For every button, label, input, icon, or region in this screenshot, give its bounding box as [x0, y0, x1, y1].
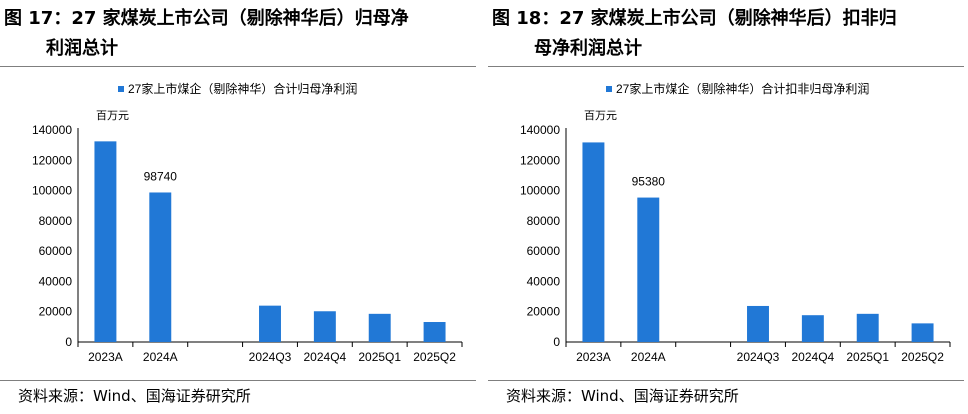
- figure-title-line1: 图 17：27 家煤炭上市公司（剔除神华后）归母净: [4, 8, 409, 29]
- legend-label: 27家上市煤企（剔除神华）合计归母净利润: [128, 81, 357, 96]
- y-tick-label: 60000: [39, 244, 73, 258]
- y-tick-label: 20000: [527, 305, 561, 319]
- figure-title-line2: 利润总计: [46, 38, 118, 59]
- x-tick-label: 2024A: [631, 350, 666, 364]
- figure-18: 图 18：27 家煤炭上市公司（剔除神华后）扣非归 母净利润总计 27家上市煤企…: [488, 0, 968, 414]
- figure-17: 图 17：27 家煤炭上市公司（剔除神华后）归母净 利润总计 27家上市煤企（剔…: [0, 0, 480, 414]
- data-label: 98740: [144, 169, 178, 183]
- y-tick-label: 100000: [520, 184, 560, 198]
- y-tick-label: 80000: [527, 214, 561, 228]
- figure-title-line1: 图 18：27 家煤炭上市公司（剔除神华后）扣非归: [492, 8, 897, 29]
- legend-swatch: [118, 86, 124, 92]
- title-rule: [0, 66, 476, 67]
- legend-swatch: [606, 86, 612, 92]
- figure-title: 图 18：27 家煤炭上市公司（剔除神华后）扣非归 母净利润总计: [492, 4, 897, 64]
- figure-title-line2: 母净利润总计: [534, 38, 642, 59]
- unit-label: 百万元: [96, 110, 129, 122]
- x-tick-label: 2023A: [88, 350, 123, 364]
- bar: [149, 192, 172, 342]
- source-note: 资料来源：Wind、国海证券研究所: [18, 387, 251, 405]
- source-rule: [488, 380, 964, 381]
- title-rule: [488, 66, 964, 67]
- data-label: 95380: [632, 175, 666, 189]
- bar: [94, 141, 117, 342]
- y-tick-label: 40000: [527, 274, 561, 288]
- bar: [911, 323, 934, 342]
- bar: [747, 305, 769, 342]
- x-tick-label: 2024Q3: [249, 350, 292, 364]
- y-tick-label: 100000: [32, 184, 72, 198]
- bar: [801, 315, 824, 342]
- legend: 27家上市煤企（剔除神华）合计归母净利润: [118, 81, 357, 96]
- legend-label: 27家上市煤企（剔除神华）合计扣非归母净利润: [616, 81, 869, 96]
- x-tick-label: 2024A: [143, 350, 178, 364]
- y-tick-label: 20000: [39, 305, 73, 319]
- x-tick-label: 2024Q4: [792, 350, 835, 364]
- source-note: 资料来源：Wind、国海证券研究所: [506, 387, 739, 405]
- y-tick-label: 0: [553, 335, 560, 349]
- x-tick-label: 2023A: [576, 350, 611, 364]
- bar: [582, 142, 605, 342]
- bar: [259, 305, 281, 342]
- x-tick-label: 2024Q4: [304, 350, 347, 364]
- y-tick-label: 60000: [527, 244, 561, 258]
- bar: [856, 313, 879, 342]
- y-tick-label: 120000: [32, 153, 72, 167]
- y-tick-label: 80000: [39, 214, 73, 228]
- source-rule: [0, 380, 476, 381]
- bar: [368, 313, 391, 342]
- y-tick-label: 40000: [39, 274, 73, 288]
- y-tick-label: 0: [65, 335, 72, 349]
- x-tick-label: 2025Q1: [358, 350, 401, 364]
- x-tick-label: 2025Q1: [846, 350, 889, 364]
- x-tick-label: 2025Q2: [413, 350, 456, 364]
- y-tick-label: 140000: [520, 123, 560, 137]
- figure-title: 图 17：27 家煤炭上市公司（剔除神华后）归母净 利润总计: [4, 4, 409, 64]
- y-tick-label: 140000: [32, 123, 72, 137]
- bar: [313, 311, 336, 342]
- bar: [423, 322, 446, 342]
- legend: 27家上市煤企（剔除神华）合计扣非归母净利润: [606, 81, 869, 96]
- y-tick-label: 120000: [520, 153, 560, 167]
- unit-label: 百万元: [584, 110, 617, 122]
- bar: [637, 197, 660, 342]
- x-tick-label: 2024Q3: [737, 350, 780, 364]
- x-tick-label: 2025Q2: [901, 350, 944, 364]
